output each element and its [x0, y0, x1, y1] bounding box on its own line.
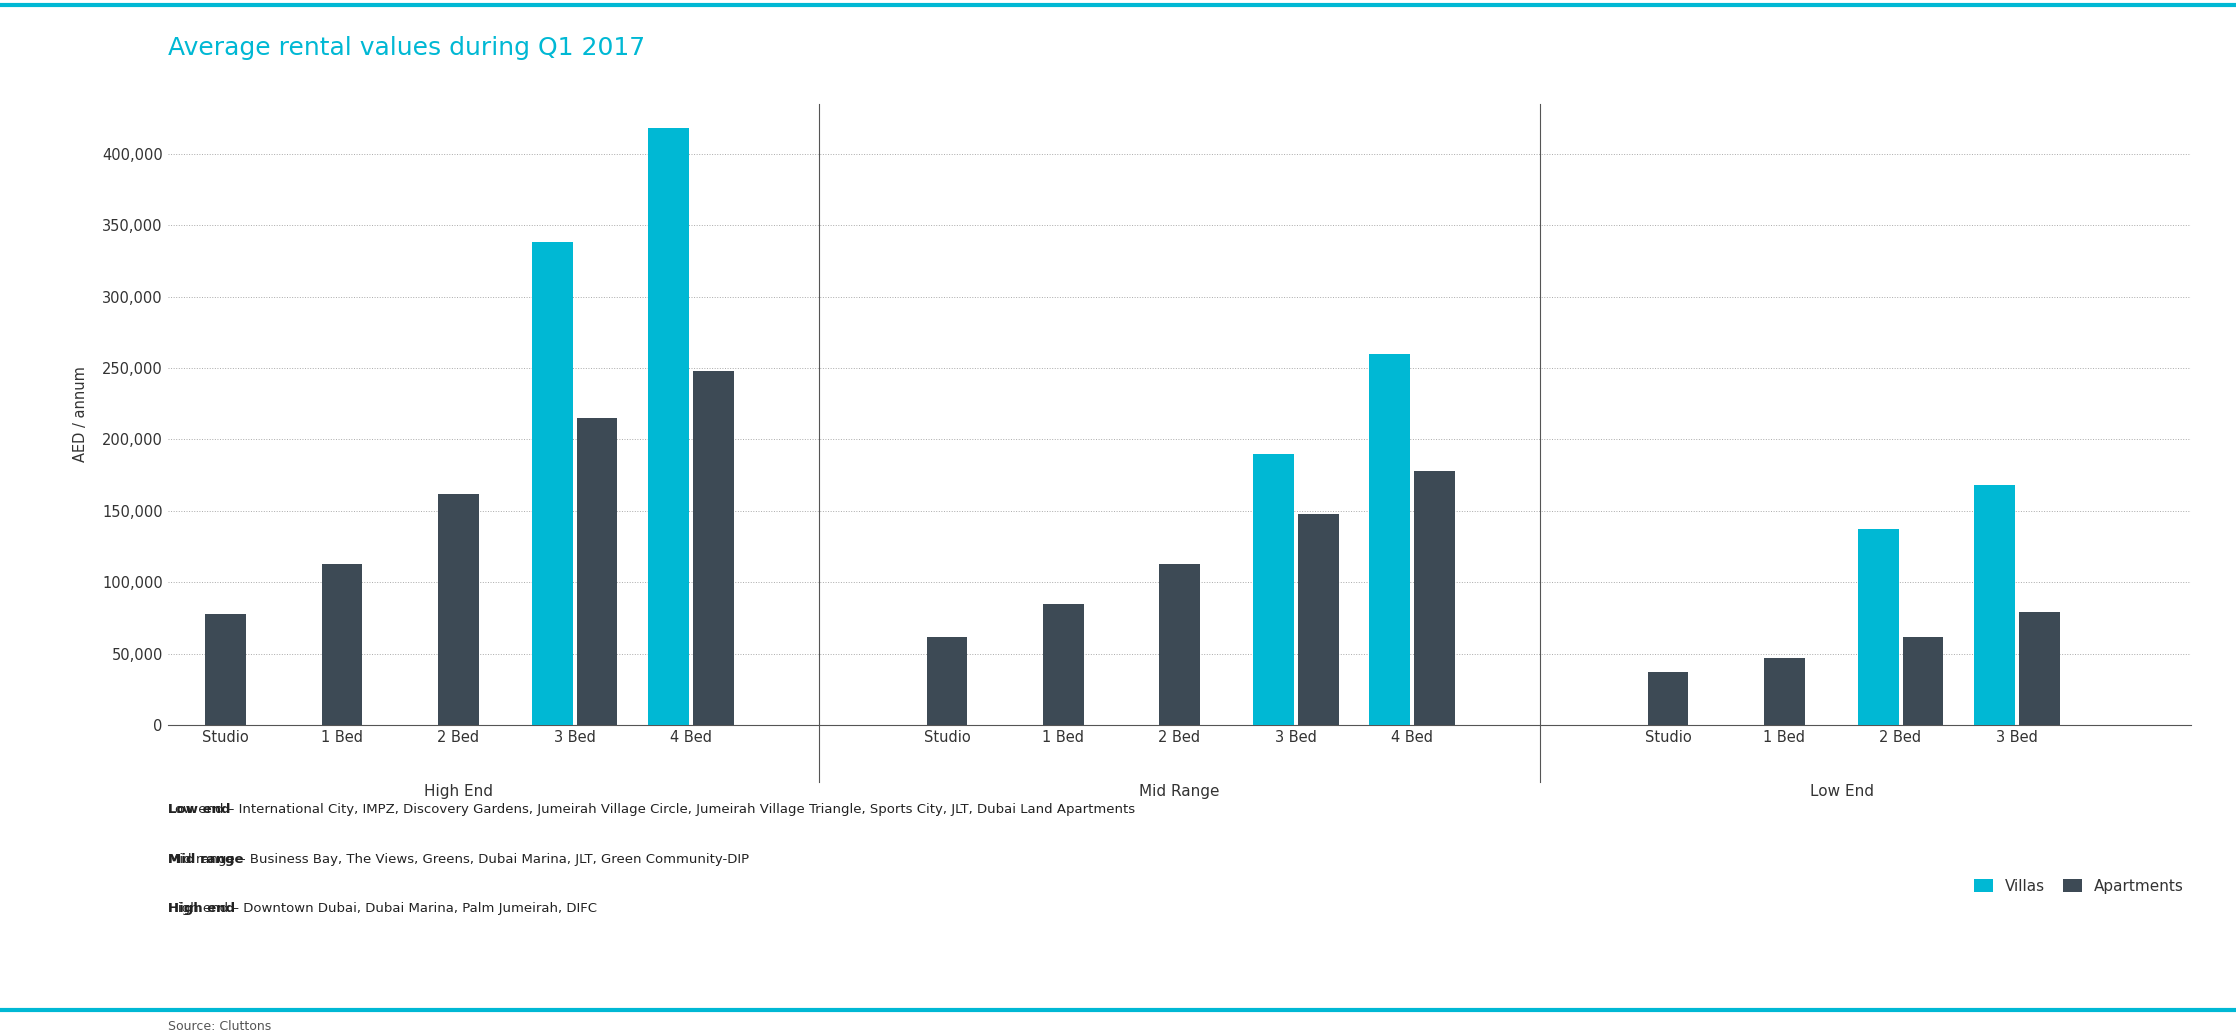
Bar: [532, 242, 572, 725]
Text: High end: High end: [168, 902, 235, 916]
Bar: [322, 564, 362, 725]
Text: High end – Downtown Dubai, Dubai Marina, Palm Jumeirah, DIFC: High end – Downtown Dubai, Dubai Marina,…: [168, 902, 597, 916]
Text: Mid range: Mid range: [168, 853, 244, 866]
Bar: [693, 371, 733, 725]
Bar: [1252, 454, 1295, 725]
Bar: [926, 636, 968, 725]
Bar: [1368, 353, 1411, 725]
Text: Mid range – Business Bay, The Views, Greens, Dubai Marina, JLT, Green Community-: Mid range – Business Bay, The Views, Gre…: [168, 853, 749, 866]
Bar: [438, 494, 479, 725]
Text: Low End: Low End: [1811, 783, 1874, 799]
Text: High End: High End: [425, 783, 492, 799]
Bar: [1297, 514, 1339, 725]
Bar: [577, 418, 617, 725]
Bar: [1413, 470, 1456, 725]
Bar: [2019, 612, 2059, 725]
Text: Mid Range: Mid Range: [1138, 783, 1221, 799]
Bar: [206, 613, 246, 725]
Bar: [1858, 529, 1898, 725]
Text: Average rental values during Q1 2017: Average rental values during Q1 2017: [168, 36, 644, 60]
Text: Low end – International City, IMPZ, Discovery Gardens, Jumeirah Village Circle, : Low end – International City, IMPZ, Disc…: [168, 803, 1136, 816]
Legend: Villas, Apartments: Villas, Apartments: [1974, 879, 2185, 894]
Y-axis label: AED / annum: AED / annum: [74, 367, 87, 462]
Text: Source: Cluttons: Source: Cluttons: [168, 1020, 271, 1034]
Bar: [648, 127, 689, 725]
Bar: [1903, 636, 1943, 725]
Bar: [1648, 672, 1688, 725]
Bar: [1158, 564, 1201, 725]
Bar: [1974, 485, 2015, 725]
Bar: [1764, 658, 1804, 725]
Text: Low end: Low end: [168, 803, 230, 816]
Bar: [1042, 604, 1084, 725]
